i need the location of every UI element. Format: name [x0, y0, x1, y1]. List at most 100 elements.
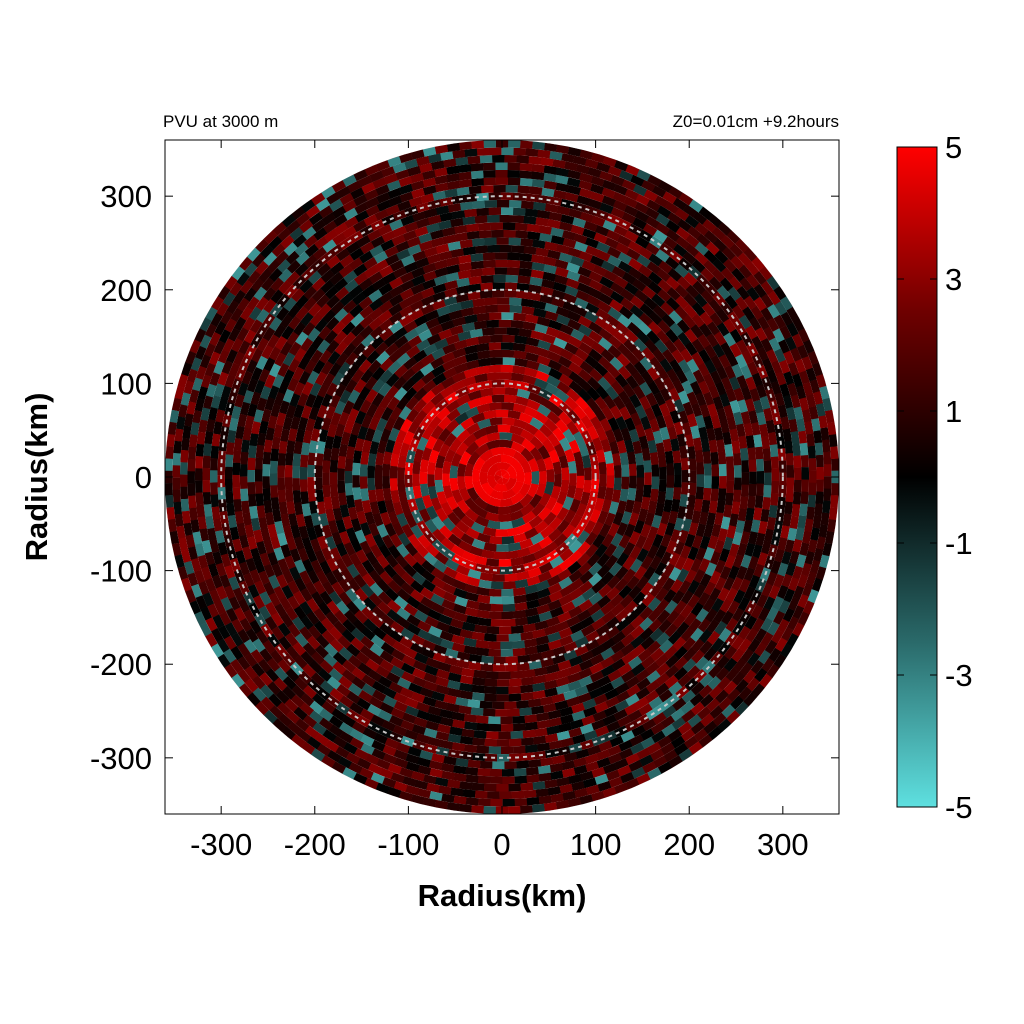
field-cell [750, 519, 761, 533]
field-cell [428, 449, 440, 464]
field-cell [561, 230, 576, 241]
field-cell [640, 496, 651, 510]
field-cell [407, 746, 422, 758]
field-cell [646, 366, 660, 381]
field-cell [489, 417, 503, 426]
field-cell [688, 617, 702, 633]
field-cell [591, 790, 606, 802]
field-cell [495, 259, 508, 268]
field-cell [532, 674, 547, 685]
field-cell [403, 320, 418, 334]
field-cell [280, 613, 294, 628]
field-cell [694, 222, 709, 236]
field-cell [655, 598, 670, 613]
field-cell [342, 515, 354, 530]
field-cell [568, 380, 583, 394]
field-cell [453, 224, 468, 235]
field-cell [440, 537, 456, 551]
field-cell [787, 527, 798, 541]
field-cell [384, 253, 400, 266]
field-cell [387, 360, 402, 375]
field-cell [367, 704, 382, 717]
field-cell [679, 445, 689, 459]
field-cell [547, 599, 562, 611]
field-cell [204, 323, 217, 338]
field-cell [246, 247, 261, 262]
field-cell [544, 779, 558, 789]
field-cell [746, 677, 761, 692]
field-cell [318, 205, 334, 219]
field-cell [371, 680, 387, 694]
field-cell [771, 629, 784, 644]
field-cell [530, 330, 545, 341]
field-cell [576, 282, 592, 294]
field-cell [477, 768, 491, 777]
field-cell [718, 696, 733, 711]
field-cell [719, 277, 734, 292]
field-cell [236, 327, 249, 342]
field-cell [464, 148, 478, 158]
field-cell [715, 666, 730, 681]
field-cell [653, 755, 668, 768]
field-cell [587, 167, 602, 178]
field-cell [264, 374, 276, 389]
field-cell [297, 416, 309, 431]
field-cell [425, 222, 440, 234]
field-cell [370, 335, 385, 350]
field-cell [509, 738, 522, 747]
field-cell [659, 639, 674, 654]
field-cell [747, 652, 761, 667]
field-cell [265, 601, 278, 617]
field-cell [717, 587, 730, 602]
field-cell [426, 782, 440, 793]
field-cell [552, 427, 566, 442]
field-cell [182, 425, 192, 439]
field-cell [555, 182, 569, 193]
field-cell [391, 573, 406, 588]
field-cell [697, 706, 712, 720]
field-cell [591, 579, 606, 594]
field-cell [659, 358, 673, 373]
field-cell [709, 370, 722, 385]
field-cell [256, 432, 267, 446]
field-cell [476, 192, 489, 202]
field-cell [522, 553, 537, 565]
field-cell [696, 461, 705, 475]
field-cell [396, 352, 411, 367]
field-cell [571, 780, 586, 792]
field-cell [568, 727, 583, 738]
field-cell [392, 724, 408, 737]
field-cell [447, 511, 461, 526]
field-cell [412, 660, 428, 672]
field-cell [726, 352, 739, 367]
field-cell [647, 280, 662, 295]
field-cell [335, 352, 349, 367]
field-cell [400, 627, 415, 641]
field-cell [492, 761, 505, 770]
field-cell [536, 404, 552, 417]
field-cell [516, 388, 531, 399]
field-cell [400, 214, 415, 227]
field-cell [369, 582, 384, 597]
field-cell [600, 664, 616, 678]
field-cell [558, 722, 573, 733]
field-cell [459, 239, 473, 249]
field-cell [584, 354, 599, 369]
field-cell [495, 177, 509, 185]
field-cell [746, 286, 760, 302]
field-cell [586, 386, 601, 401]
field-cell [447, 779, 461, 789]
field-cell [483, 542, 497, 552]
field-cell [340, 431, 351, 446]
field-cell [744, 615, 758, 630]
field-cell [294, 294, 309, 310]
field-cell [551, 289, 566, 300]
field-cell [263, 357, 276, 372]
field-cell [512, 207, 526, 216]
field-cell [252, 638, 266, 653]
field-cell [285, 606, 299, 621]
field-cell [268, 346, 282, 361]
field-cell [617, 260, 633, 274]
field-cell [256, 505, 266, 519]
field-cell [490, 813, 503, 814]
